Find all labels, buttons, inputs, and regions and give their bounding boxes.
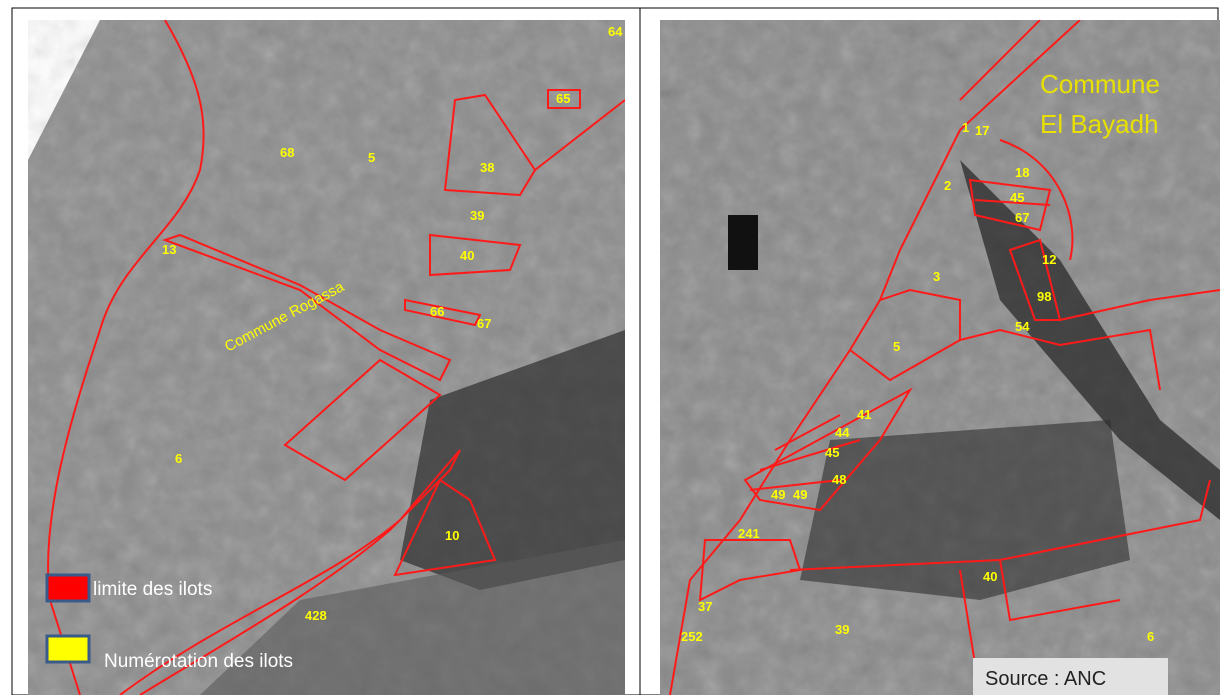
ilot-label: 252 — [681, 629, 703, 644]
ilot-label: 428 — [305, 608, 327, 623]
ilot-label: 98 — [1037, 289, 1051, 304]
ilot-label: 17 — [975, 123, 989, 138]
ilot-label: 40 — [460, 248, 474, 263]
ilot-label: 3 — [933, 269, 940, 284]
commune-label: El Bayadh — [1040, 109, 1159, 139]
ilot-label: 12 — [1042, 252, 1056, 267]
ilot-label: 2 — [944, 178, 951, 193]
ilot-label: 45 — [1010, 190, 1024, 205]
ilot-label: 44 — [835, 425, 850, 440]
ilot-label: 66 — [430, 304, 444, 319]
ilot-label: 45 — [825, 445, 839, 460]
ilot-label: 39 — [835, 622, 849, 637]
ilot-label: 13 — [162, 242, 176, 257]
legend-swatch — [47, 575, 89, 601]
ilot-label: 40 — [983, 569, 997, 584]
ilot-label: 68 — [280, 145, 294, 160]
ilot-label: 5 — [893, 339, 900, 354]
source: Source : ANC — [985, 668, 1106, 690]
commune-label: Commune — [1040, 69, 1160, 99]
ilot-label: 49 — [793, 487, 807, 502]
legend-swatch — [47, 636, 89, 662]
ilot-label: 49 — [771, 487, 785, 502]
ilot-label: 241 — [738, 526, 760, 541]
ilot-label: 18 — [1015, 165, 1029, 180]
ilot-label: 5 — [368, 150, 375, 165]
page: 64 65 68 5 38 39 13 40 66 67 6 10 428 Co… — [0, 0, 1225, 695]
ilot-label: 10 — [445, 528, 459, 543]
ilot-label: 39 — [470, 208, 484, 223]
ilot-label: 67 — [477, 316, 491, 331]
legend-label: limite des ilots — [93, 579, 212, 600]
ilot-label: 65 — [556, 91, 570, 106]
ilot-label: 54 — [1015, 319, 1030, 334]
ilot-label: 64 — [608, 24, 623, 39]
ilot-label: 41 — [857, 407, 871, 422]
ilot-label: 6 — [1147, 629, 1154, 644]
ilot-label: 67 — [1015, 210, 1029, 225]
ilot-label: 48 — [832, 472, 846, 487]
ilot-label: 37 — [698, 599, 712, 614]
legend-label: Numérotation des ilots — [104, 651, 293, 672]
ilot-label: 6 — [175, 451, 182, 466]
ilot-label: 1 — [962, 120, 969, 135]
ilot-label: 38 — [480, 160, 494, 175]
